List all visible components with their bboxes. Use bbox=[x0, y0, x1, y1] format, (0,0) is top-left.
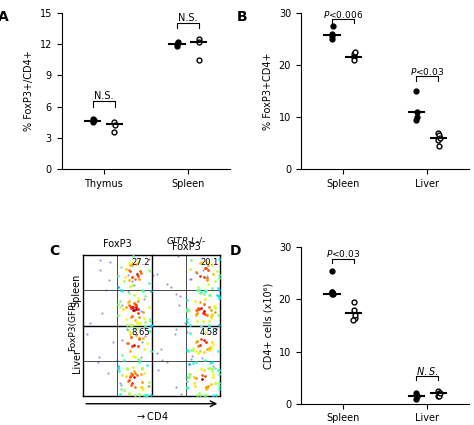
Text: $\mathit{GITR}$-$\mathit{L}$-/-: $\mathit{GITR}$-$\mathit{L}$-/- bbox=[165, 235, 206, 246]
Text: $\rightarrow$CD4: $\rightarrow$CD4 bbox=[135, 410, 169, 422]
Text: Spleen: Spleen bbox=[72, 274, 82, 307]
Text: 4.58: 4.58 bbox=[200, 328, 219, 337]
Text: Liver: Liver bbox=[72, 349, 82, 373]
Text: 8.65: 8.65 bbox=[131, 328, 150, 337]
Text: FoxP3: FoxP3 bbox=[103, 239, 132, 249]
Text: C: C bbox=[49, 244, 59, 258]
Text: $\it{P}$<0.03: $\it{P}$<0.03 bbox=[410, 66, 444, 77]
Y-axis label: % FoxP3+/CD4+: % FoxP3+/CD4+ bbox=[24, 51, 34, 131]
Text: N.S.: N.S. bbox=[94, 91, 113, 101]
Text: N.S.: N.S. bbox=[178, 13, 198, 23]
Text: 27.2: 27.2 bbox=[132, 258, 150, 266]
Text: $\it{P}$<0.03: $\it{P}$<0.03 bbox=[326, 248, 360, 259]
Text: D: D bbox=[230, 244, 242, 258]
Y-axis label: % FoxP3+CD4+: % FoxP3+CD4+ bbox=[263, 52, 273, 130]
Text: A: A bbox=[0, 10, 9, 24]
Text: $\it{P}$<0.006: $\it{P}$<0.006 bbox=[323, 9, 363, 20]
Text: 20.1: 20.1 bbox=[200, 258, 219, 266]
Y-axis label: CD4+ cells (x10⁶): CD4+ cells (x10⁶) bbox=[263, 283, 273, 368]
Text: $\it{N.S.}$: $\it{N.S.}$ bbox=[416, 365, 438, 377]
Text: FoxP3(GFP): FoxP3(GFP) bbox=[68, 300, 77, 351]
Text: B: B bbox=[237, 10, 247, 24]
Text: FoxP3: FoxP3 bbox=[172, 242, 201, 252]
